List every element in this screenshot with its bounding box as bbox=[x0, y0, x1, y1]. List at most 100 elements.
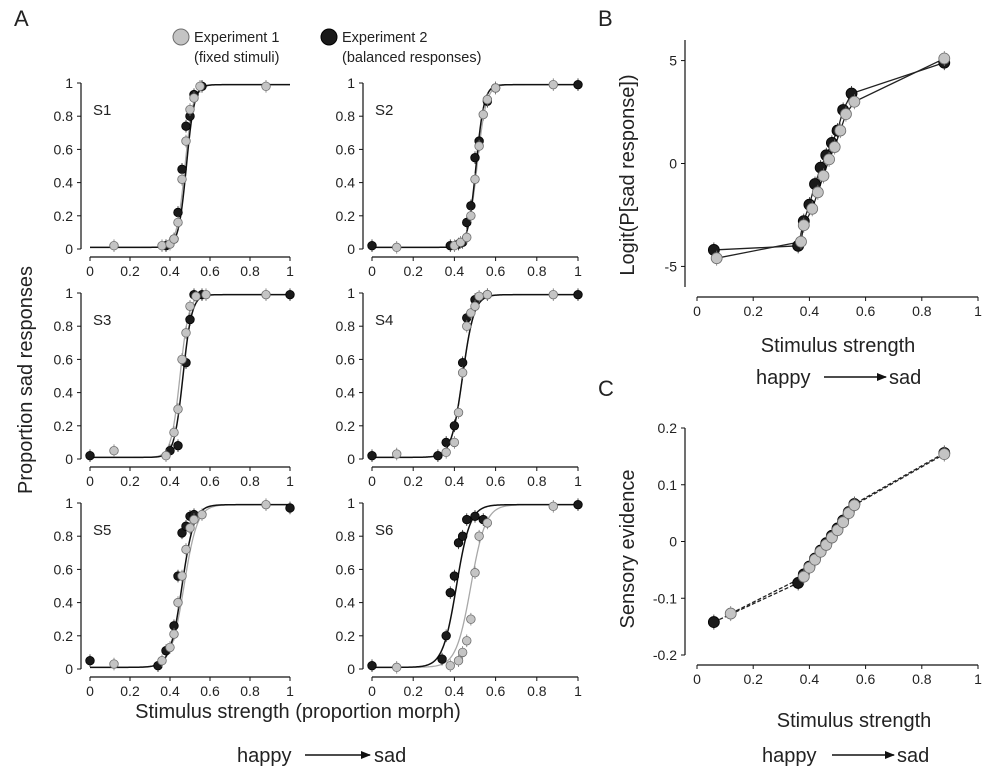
x-tick-label: 0.6 bbox=[856, 671, 876, 687]
data-point-exp1 bbox=[466, 211, 476, 221]
data-point-exp1 bbox=[109, 659, 119, 669]
data-point-exp1 bbox=[470, 568, 480, 578]
data-point-exp1 bbox=[109, 446, 119, 456]
data-point-exp2 bbox=[437, 654, 447, 664]
subject-label-s1: S1 bbox=[93, 102, 111, 119]
data-point-exp1 bbox=[811, 186, 824, 199]
x-tick-label: 0.2 bbox=[403, 263, 423, 279]
data-point-exp1 bbox=[181, 136, 191, 146]
x-tick-label: 0.4 bbox=[800, 303, 820, 319]
y-tick-label: 0.4 bbox=[336, 595, 356, 611]
data-point-exp1 bbox=[169, 427, 179, 438]
x-tick-label: 1 bbox=[286, 683, 294, 699]
panel-s1: 0 0.2 0.4 0.6 0.8 1 0 0.2 0.4 0.6 0.8 1 S1 bbox=[54, 75, 295, 279]
data-point-exp1 bbox=[261, 289, 271, 300]
x-tick-label: 0.8 bbox=[527, 683, 547, 699]
x-tick-label: 0.8 bbox=[240, 683, 260, 699]
fit-curve-exp1 bbox=[372, 504, 578, 668]
fit-curve-exp2 bbox=[372, 293, 578, 459]
data-point-exp1 bbox=[482, 94, 493, 105]
data-point-exp1 bbox=[157, 656, 167, 666]
data-point-exp1 bbox=[462, 636, 472, 646]
y-tick-label: 0.2 bbox=[658, 420, 678, 436]
y-tick-label: 0.2 bbox=[336, 628, 356, 644]
data-point-exp1 bbox=[795, 235, 807, 248]
y-tick-label: 0.8 bbox=[336, 318, 356, 334]
panel-c-direction: happy sad bbox=[762, 745, 929, 767]
x-tick-label: 1 bbox=[286, 263, 294, 279]
panel-b-y-axis-label: Logit(P[sad response]) bbox=[617, 74, 639, 275]
data-point-exp1 bbox=[185, 523, 195, 533]
data-point-exp2 bbox=[466, 201, 476, 211]
data-point-exp1 bbox=[201, 289, 211, 300]
fit-curve-exp1 bbox=[372, 294, 578, 458]
y-tick-label: 0.8 bbox=[336, 108, 356, 124]
panel-a-x-axis-label: Stimulus strength (proportion morph) bbox=[135, 701, 461, 723]
y-tick-label: 0.8 bbox=[54, 318, 74, 334]
data-point-exp2 bbox=[707, 616, 720, 628]
data-point-exp2 bbox=[367, 450, 377, 461]
x-tick-label: 0 bbox=[368, 263, 376, 279]
panel-c-happy-label: happy bbox=[762, 745, 817, 767]
y-tick-label: 1 bbox=[65, 75, 73, 91]
x-tick-label: 1 bbox=[286, 473, 294, 489]
subject-label-s6: S6 bbox=[375, 522, 393, 539]
x-tick-label: 0.6 bbox=[200, 263, 220, 279]
data-point-exp1 bbox=[462, 232, 472, 243]
data-point-exp1 bbox=[840, 108, 852, 120]
x-tick-label: 0.2 bbox=[120, 263, 140, 279]
x-tick-label: 0.4 bbox=[445, 473, 465, 489]
x-tick-label: 0.6 bbox=[486, 473, 506, 489]
data-point-exp1 bbox=[474, 141, 484, 151]
data-point-exp1 bbox=[177, 571, 187, 581]
data-point-exp1 bbox=[938, 52, 951, 65]
data-point-exp2 bbox=[367, 660, 377, 671]
data-point-exp2 bbox=[433, 450, 443, 461]
y-tick-label: 0 bbox=[669, 156, 677, 172]
data-point-exp1 bbox=[445, 660, 455, 671]
data-point-exp1 bbox=[455, 237, 466, 248]
panel-s6: 0 0.2 0.4 0.6 0.8 1 0 0.2 0.4 0.6 0.8 1 S6 bbox=[336, 495, 583, 699]
data-point-exp1 bbox=[197, 509, 207, 520]
panel-a-y-axis-label: Proportion sad responses bbox=[15, 266, 37, 494]
legend: Experiment 1 (fixed stimuli) Experiment … bbox=[172, 28, 481, 66]
data-point-exp1 bbox=[189, 93, 199, 103]
data-point-exp1 bbox=[453, 407, 464, 418]
y-tick-label: 0.8 bbox=[336, 528, 356, 544]
data-point-exp1 bbox=[470, 174, 480, 184]
data-point-exp1 bbox=[831, 524, 844, 537]
panel-c-x-axis-label: Stimulus strength bbox=[777, 710, 932, 732]
data-point-exp1 bbox=[169, 629, 179, 639]
data-point-exp1 bbox=[261, 499, 271, 510]
data-point-exp1 bbox=[797, 219, 810, 232]
x-tick-label: 1 bbox=[574, 263, 582, 279]
panel-s2: 0 0.2 0.4 0.6 0.8 1 0 0.2 0.4 0.6 0.8 1 S2 bbox=[336, 75, 583, 279]
data-point-exp1 bbox=[834, 124, 847, 137]
x-tick-label: 1 bbox=[974, 671, 982, 687]
data-point-exp2 bbox=[573, 289, 583, 300]
data-point-exp1 bbox=[478, 109, 488, 120]
y-tick-label: 0.4 bbox=[54, 595, 74, 611]
data-point-exp1 bbox=[806, 202, 819, 215]
data-point-exp1 bbox=[842, 507, 855, 520]
subject-label-s2: S2 bbox=[375, 102, 393, 119]
fit-curve-exp2 bbox=[372, 503, 578, 669]
data-point-exp1 bbox=[466, 614, 476, 624]
x-tick-label: 1 bbox=[974, 303, 982, 319]
x-tick-label: 0 bbox=[86, 473, 94, 489]
panel-a-sad-label: sad bbox=[374, 745, 406, 767]
panel-label-c: C bbox=[598, 376, 614, 401]
data-point-exp2 bbox=[177, 164, 187, 175]
panel-c-y-axis-label: Sensory evidence bbox=[617, 470, 639, 629]
x-tick-label: 0.2 bbox=[743, 671, 763, 687]
y-tick-label: 0.4 bbox=[54, 175, 74, 191]
panel-b: 0 0.2 0.4 0.6 0.8 1 -5 0 5 bbox=[665, 40, 982, 319]
panel-s5: 0 0.2 0.4 0.6 0.8 1 0 0.2 0.4 0.6 0.8 1 S5 bbox=[54, 495, 295, 699]
panel-b-x-axis-label: Stimulus strength bbox=[761, 335, 916, 357]
y-tick-label: 0 bbox=[347, 661, 355, 677]
x-tick-label: 0 bbox=[368, 683, 376, 699]
y-tick-label: -0.2 bbox=[653, 647, 677, 663]
panel-c: 0 0.2 0.4 0.6 0.8 1 -0.2 -0.1 0 0.1 0.2 bbox=[653, 420, 982, 687]
data-point-exp1 bbox=[177, 174, 187, 184]
